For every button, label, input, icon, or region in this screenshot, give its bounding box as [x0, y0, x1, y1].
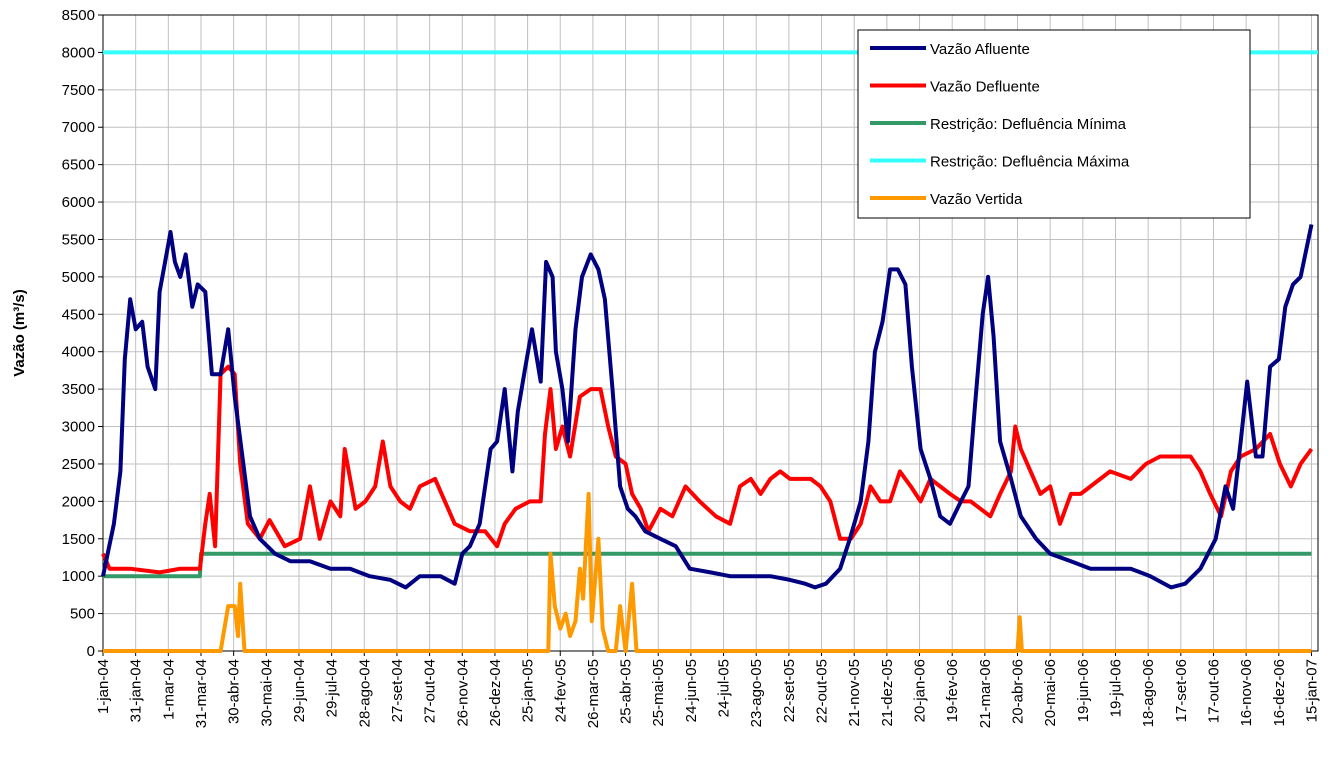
x-tick-label: 17-out-06: [1205, 659, 1222, 723]
x-tick-label: 30-mai-04: [258, 659, 275, 727]
y-tick-label: 7000: [62, 119, 95, 136]
y-tick-label: 6500: [62, 157, 95, 174]
legend-label: Vazão Defluente: [930, 79, 1040, 96]
x-tick-label: 24-jul-05: [716, 659, 733, 717]
x-tick-label: 29-jun-04: [291, 659, 308, 722]
y-tick-label: 0: [87, 643, 95, 660]
x-tick-label: 17-set-06: [1173, 659, 1190, 722]
line-series: [101, 224, 1314, 590]
x-tick-label: 26-dez-04: [487, 659, 504, 727]
x-tick-label: 20-abr-06: [1010, 659, 1027, 724]
x-tick-label: 23-ago-05: [748, 659, 765, 727]
x-tick-label: 28-ago-04: [356, 659, 373, 727]
x-tick-label: 16-nov-06: [1238, 659, 1255, 727]
y-tick-label: 6000: [62, 194, 95, 211]
x-tick-label: 22-set-05: [781, 659, 798, 722]
x-tick-label: 15-jan-07: [1303, 659, 1320, 722]
x-tick-label: 21-nov-05: [846, 659, 863, 727]
x-tick-label: 19-jun-06: [1075, 659, 1092, 722]
x-tick-label: 20-mai-06: [1042, 659, 1059, 727]
x-tick-label: 24-fev-05: [552, 659, 569, 722]
x-tick-label: 31-mar-04: [193, 659, 210, 728]
x-tick-label: 19-fev-06: [944, 659, 961, 722]
y-tick-label: 7500: [62, 82, 95, 99]
x-tick-label: 26-mar-05: [585, 659, 602, 728]
y-tick-label: 8500: [62, 7, 95, 24]
y-tick-label: 4500: [62, 306, 95, 323]
legend-label: Vazão Afluente: [930, 41, 1030, 58]
y-tick-label: 2500: [62, 456, 95, 473]
legend-label: Restrição: Defluência Mínima: [930, 116, 1127, 133]
x-tick-label: 25-jan-05: [520, 659, 537, 722]
x-tick-label: 1-jan-04: [95, 659, 112, 714]
x-tick-label: 19-jul-06: [1108, 659, 1125, 717]
x-tick-label: 21-dez-05: [879, 659, 896, 727]
x-tick-label: 20-jan-06: [912, 659, 929, 722]
y-tick-label: 5500: [62, 231, 95, 248]
x-tick-label: 27-set-04: [389, 659, 406, 722]
x-tick-label: 27-out-04: [422, 659, 439, 723]
line-series: [103, 491, 1312, 653]
x-tick-label: 21-mar-06: [977, 659, 994, 728]
y-tick-label: 3500: [62, 381, 95, 398]
x-tick-label: 31-jan-04: [128, 659, 145, 722]
x-tick-label: 16-dez-06: [1271, 659, 1288, 727]
x-tick-label: 30-abr-04: [226, 659, 243, 724]
y-axis-label: Vazão (m³/s): [11, 289, 28, 377]
x-tick-label: 22-out-05: [814, 659, 831, 723]
y-tick-label: 3000: [62, 419, 95, 436]
x-tick-label: 18-ago-06: [1140, 659, 1157, 727]
y-tick-label: 1000: [62, 568, 95, 585]
y-tick-label: 2000: [62, 493, 95, 510]
line-series: [101, 364, 1314, 575]
y-tick-label: 500: [70, 606, 95, 623]
legend-label: Vazão Vertida: [930, 191, 1023, 208]
legend-label: Restrição: Defluência Máxima: [930, 154, 1130, 171]
x-tick-label: 1-mar-04: [160, 659, 177, 720]
y-tick-label: 5000: [62, 269, 95, 286]
x-tick-label: 29-jul-04: [324, 659, 341, 717]
y-tick-label: 8000: [62, 44, 95, 61]
x-tick-label: 25-abr-05: [618, 659, 635, 724]
y-tick-label: 1500: [62, 531, 95, 548]
y-tick-label: 4000: [62, 344, 95, 361]
x-tick-label: 26-nov-04: [454, 659, 471, 727]
x-tick-label: 25-mai-05: [650, 659, 667, 727]
x-tick-label: 24-jun-05: [683, 659, 700, 722]
